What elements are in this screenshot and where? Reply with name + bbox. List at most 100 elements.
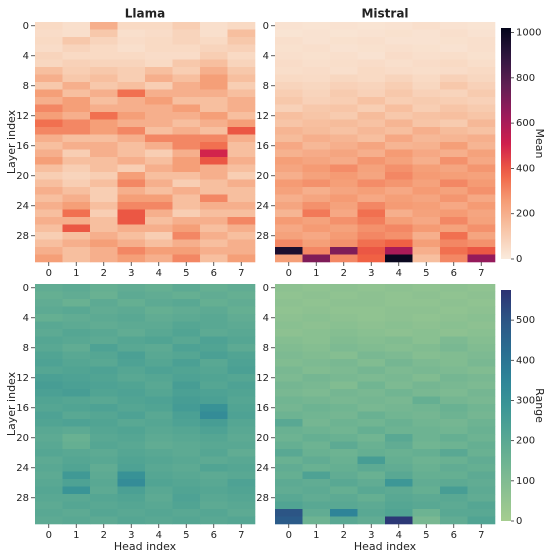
heatmap-cell xyxy=(145,59,173,68)
heatmap-cell xyxy=(62,344,91,352)
heatmap-cell xyxy=(467,67,496,75)
heatmap-cell xyxy=(117,396,146,405)
heatmap-cell xyxy=(467,104,496,113)
heatmap-cell xyxy=(90,464,118,472)
heatmap-cell xyxy=(275,104,303,113)
heatmap-cell xyxy=(357,494,386,502)
heatmap-cell xyxy=(412,194,441,203)
y-tick-label: 24 xyxy=(256,201,269,212)
heatmap-cell xyxy=(35,37,63,45)
heatmap-cell xyxy=(412,59,441,68)
heatmap-cell xyxy=(90,381,118,390)
heatmap-cell xyxy=(302,209,331,218)
heatmap-cell xyxy=(172,291,201,300)
heatmap-cell xyxy=(62,104,91,113)
y-tick-label: 8 xyxy=(23,81,29,92)
heatmap-cell xyxy=(200,344,228,352)
heatmap-cell xyxy=(145,344,173,352)
heatmap-cell xyxy=(62,149,91,158)
colorbar-tick-label: 0 xyxy=(516,254,522,265)
colorbar xyxy=(501,290,511,521)
heatmap-cell xyxy=(227,119,256,128)
heatmap-cell xyxy=(302,164,331,173)
heatmap-cell xyxy=(412,344,441,352)
heatmap-cell xyxy=(227,74,256,83)
heatmap-cell xyxy=(145,479,173,487)
heatmap-cell xyxy=(90,164,118,173)
heatmap-cell xyxy=(62,172,91,180)
heatmap-cell xyxy=(330,74,358,83)
heatmap-cell xyxy=(357,232,386,240)
heatmap-cell xyxy=(172,329,201,337)
heatmap-cell xyxy=(385,232,413,240)
heatmap-cell xyxy=(200,164,228,173)
heatmap-cell xyxy=(412,202,441,210)
heatmap-cell xyxy=(117,52,146,60)
x-tick-label: 2 xyxy=(341,268,347,279)
heatmap-cell xyxy=(412,224,441,233)
heatmap-cell xyxy=(385,351,413,360)
heatmap-cell xyxy=(385,464,413,472)
heatmap-cell xyxy=(62,471,91,480)
heatmap-cell xyxy=(302,29,331,38)
heatmap-cell xyxy=(330,44,358,53)
heatmap-cell xyxy=(35,254,63,263)
heatmap-cell xyxy=(357,44,386,53)
heatmap-cell xyxy=(35,119,63,128)
heatmap-cell xyxy=(117,209,146,218)
heatmap-cell xyxy=(35,157,63,165)
heatmap-cell xyxy=(467,516,496,525)
heatmap-cell xyxy=(412,149,441,158)
x-tick-label: 5 xyxy=(183,268,189,279)
heatmap-cell xyxy=(385,217,413,225)
heatmap-cell xyxy=(90,209,118,218)
heatmap-cell xyxy=(90,456,118,465)
heatmap-cell xyxy=(357,381,386,390)
heatmap-cell xyxy=(62,434,91,442)
heatmap-cell xyxy=(145,501,173,510)
heatmap-cell xyxy=(117,149,146,158)
heatmap-cell xyxy=(90,22,118,30)
heatmap-cell xyxy=(440,471,468,480)
heatmap-cell xyxy=(117,239,146,248)
heatmap-cell xyxy=(35,97,63,105)
heatmap-cell xyxy=(227,396,256,405)
heatmap-cell xyxy=(172,89,201,98)
heatmap-cell xyxy=(440,329,468,337)
heatmap-cell xyxy=(145,149,173,158)
heatmap-cell xyxy=(90,359,118,367)
heatmap-cell xyxy=(357,209,386,218)
heatmap-cell xyxy=(62,306,91,315)
heatmap-cell xyxy=(62,464,91,472)
heatmap-cell xyxy=(172,179,201,188)
heatmap-cell xyxy=(62,389,91,397)
heatmap-cell xyxy=(172,134,201,143)
heatmap-cell xyxy=(330,426,358,435)
heatmap-cell xyxy=(90,52,118,60)
heatmap-cell xyxy=(467,202,496,210)
heatmap-cell xyxy=(35,142,63,150)
heatmap-cell xyxy=(412,172,441,180)
heatmap-cell xyxy=(412,104,441,113)
heatmap-cell xyxy=(302,411,331,420)
heatmap-cell xyxy=(35,284,63,292)
heatmap-cell xyxy=(145,224,173,233)
heatmap-cell xyxy=(145,82,173,90)
heatmap-cell xyxy=(117,486,146,495)
heatmap-cell xyxy=(90,74,118,83)
heatmap-cell xyxy=(35,52,63,60)
heatmap-cell xyxy=(172,344,201,352)
heatmap-cell xyxy=(385,471,413,480)
heatmap-cell xyxy=(385,202,413,210)
heatmap-cell xyxy=(35,441,63,450)
heatmap-cell xyxy=(117,224,146,233)
heatmap-cell xyxy=(385,434,413,442)
heatmap-cell xyxy=(467,366,496,375)
heatmap-cell xyxy=(35,321,63,330)
heatmap-cell xyxy=(200,426,228,435)
heatmap-cell xyxy=(330,486,358,495)
heatmap-cell xyxy=(90,187,118,195)
heatmap-cell xyxy=(62,164,91,173)
heatmap-cell xyxy=(35,411,63,420)
